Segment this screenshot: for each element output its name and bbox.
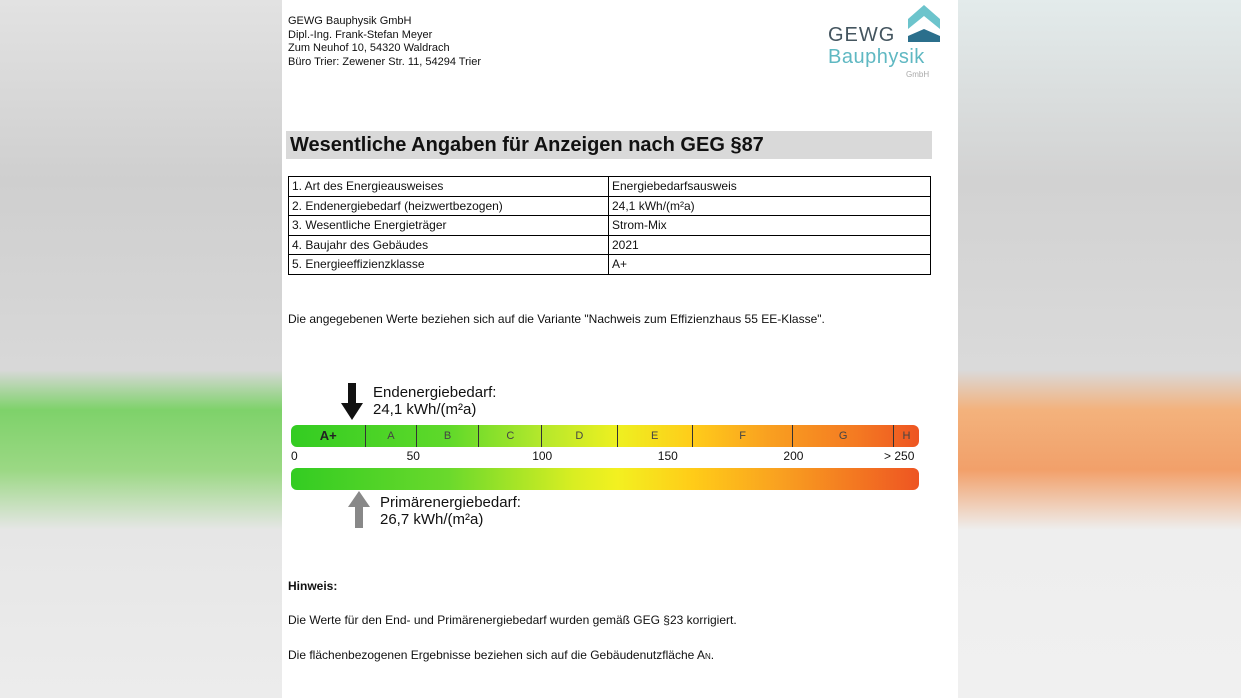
- scale-tick: 50: [406, 449, 420, 463]
- label-cell: 2. Endenergiebedarf (heizwertbezogen): [288, 195, 609, 216]
- label-cell: 3. Wesentliche Energieträger: [288, 215, 609, 236]
- end-energy-value: 24,1 kWh/(m²a): [373, 401, 477, 418]
- company-name: GEWG Bauphysik GmbH: [288, 15, 412, 27]
- primary-energy-title: Primärenergiebedarf:: [380, 494, 521, 511]
- value-cell: 2021: [608, 234, 931, 255]
- value-cell: Energiebedarfsausweis: [608, 176, 931, 197]
- primary-energy-label: Primärenergiebedarf: 26,7 kWh/(m²a): [380, 494, 521, 528]
- primary-energy-value: 26,7 kWh/(m²a): [380, 511, 484, 528]
- logo-text-gewg: GEWG: [828, 24, 896, 46]
- class-segment-b: B: [417, 425, 480, 447]
- scale-tick: > 250: [884, 449, 915, 463]
- primary-energy-arrow-icon: [348, 491, 370, 528]
- efficiency-class-bar: A+ A B C D E F G H: [291, 425, 919, 447]
- scale-tick: 100: [532, 449, 553, 463]
- logo-text-gmbh: GmbH: [906, 70, 930, 79]
- class-segment-e: E: [618, 425, 693, 447]
- office-address: Büro Trier: Zewener Str. 11, 54294 Trier: [288, 55, 481, 68]
- hint-area-text: Die flächenbezogenen Ergebnisse beziehen…: [288, 648, 705, 662]
- value-cell: 24,1 kWh/(m²a): [608, 195, 931, 216]
- class-segment-d: D: [542, 425, 618, 447]
- roof-icon: [908, 5, 940, 42]
- class-segment-h: H: [902, 430, 911, 442]
- hint-title: Hinweis:: [288, 579, 338, 593]
- scale-tick: 200: [783, 449, 804, 463]
- engineer-name: Dipl.-Ing. Frank-Stefan Meyer: [288, 28, 433, 41]
- value-cell: A+: [608, 254, 931, 275]
- blurred-background-left: [0, 0, 282, 698]
- hint-area-end: .: [710, 648, 715, 662]
- hint-correction: Die Werte für den End- und Primärenergie…: [288, 613, 737, 627]
- label-cell: 4. Baujahr des Gebäudes: [288, 234, 609, 255]
- class-segment-g: G: [793, 425, 894, 447]
- label-cell: 1. Art des Energieausweises: [288, 176, 609, 197]
- blurred-background-right: [958, 0, 1241, 698]
- primary-energy-gradient-bar: [291, 468, 919, 490]
- sender-address: GEWG Bauphysik GmbH Dipl.-Ing. Frank-Ste…: [288, 15, 481, 69]
- table-row: 4. Baujahr des Gebäudes 2021: [288, 234, 931, 255]
- scale-tick: 150: [657, 449, 678, 463]
- class-segment-a-plus: A+: [291, 425, 367, 447]
- scale-tick: 0: [291, 449, 298, 463]
- label-cell: 5. Energieeffizienzklasse: [288, 254, 609, 275]
- company-logo: GEWG Bauphysik GmbH: [828, 4, 943, 82]
- address-line: Zum Neuhof 10, 54320 Waldrach: [288, 42, 450, 55]
- table-row: 3. Wesentliche Energieträger Strom-Mix: [288, 215, 931, 236]
- class-segment-f: F: [693, 425, 794, 447]
- end-energy-arrow-icon: [341, 383, 363, 420]
- hint-area-subscript: N: [704, 652, 711, 661]
- page-title: Wesentliche Angaben für Anzeigen nach GE…: [286, 131, 932, 159]
- class-segment-c: C: [479, 425, 543, 447]
- logo-text-bauphysik: Bauphysik: [828, 46, 925, 68]
- end-energy-label: Endenergiebedarf: 24,1 kWh/(m²a): [373, 384, 496, 418]
- table-row: 2. Endenergiebedarf (heizwertbezogen) 24,…: [288, 195, 931, 216]
- table-row: 1. Art des Energieausweises Energiebedarf…: [288, 176, 931, 197]
- class-segment-a: A: [366, 425, 417, 447]
- table-row: 5. Energieeffizienzklasse A+: [288, 254, 931, 275]
- variant-note: Die angegebenen Werte beziehen sich auf …: [288, 312, 825, 326]
- energy-data-table: 1. Art des Energieausweises Energiebedarf…: [288, 176, 931, 275]
- end-energy-title: Endenergiebedarf:: [373, 384, 497, 401]
- document-page: GEWG Bauphysik GmbH Dipl.-Ing. Frank-Ste…: [282, 0, 958, 698]
- hint-area: Die flächenbezogenen Ergebnisse beziehen…: [288, 648, 714, 662]
- value-cell: Strom-Mix: [608, 215, 931, 236]
